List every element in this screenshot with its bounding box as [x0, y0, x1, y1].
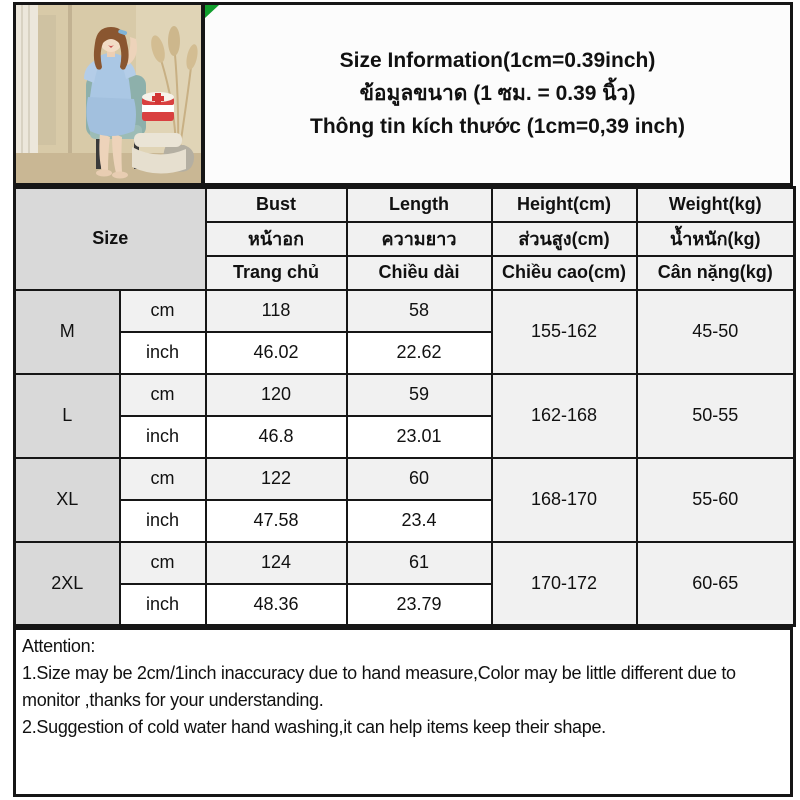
- cell-bust-cm: 124: [204, 540, 348, 585]
- cell-height: 168-170: [490, 456, 638, 543]
- cell-weight: 50-55: [635, 372, 796, 459]
- col-header-bust-th: หน้าอก: [204, 220, 348, 257]
- size-info-title-vi: Thông tin kích thước (1cm=0,39 inch): [310, 115, 685, 139]
- cell-length-inch: 23.79: [345, 582, 493, 627]
- product-photo-illustration: [16, 5, 201, 183]
- size-name-m: M: [13, 288, 121, 375]
- col-header-bust-vi: Trang chủ: [204, 254, 348, 291]
- cell-bust-inch: 47.58: [204, 498, 348, 543]
- unit-label-inch: inch: [118, 330, 207, 375]
- unit-label-inch: inch: [118, 582, 207, 627]
- col-header-weight-th: น้ำหนัก(kg): [635, 220, 796, 257]
- product-photo: [13, 2, 204, 186]
- unit-label-inch: inch: [118, 498, 207, 543]
- unit-label-cm: cm: [118, 540, 207, 585]
- unit-label-cm: cm: [118, 372, 207, 417]
- col-header-bust-en: Bust: [204, 186, 348, 223]
- col-header-length-en: Length: [345, 186, 493, 223]
- attention-note-1: 1.Size may be 2cm/1inch inaccuracy due t…: [22, 663, 736, 710]
- size-info-title-th: ข้อมูลขนาด (1 ซม. = 0.39 นิ้ว): [359, 81, 636, 105]
- cell-bust-cm: 122: [204, 456, 348, 501]
- cell-length-cm: 60: [345, 456, 493, 501]
- cell-height: 170-172: [490, 540, 638, 627]
- size-name-xl: XL: [13, 456, 121, 543]
- cell-length-inch: 23.4: [345, 498, 493, 543]
- col-header-height-en: Height(cm): [490, 186, 638, 223]
- attention-box: Attention: 1.Size may be 2cm/1inch inacc…: [13, 627, 793, 797]
- attention-note-2: 2.Suggestion of cold water hand washing,…: [22, 717, 606, 737]
- cell-length-inch: 23.01: [345, 414, 493, 459]
- cell-weight: 55-60: [635, 456, 796, 543]
- col-header-height-vi: Chiều cao(cm): [490, 254, 638, 291]
- unit-label-cm: cm: [118, 288, 207, 333]
- cell-bust-inch: 48.36: [204, 582, 348, 627]
- cell-bust-cm: 120: [204, 372, 348, 417]
- cell-length-cm: 58: [345, 288, 493, 333]
- col-header-height-th: ส่วนสูง(cm): [490, 220, 638, 257]
- col-header-length-vi: Chiều dài: [345, 254, 493, 291]
- size-info-title-en: Size Information(1cm=0.39inch): [339, 48, 656, 72]
- cell-height: 162-168: [490, 372, 638, 459]
- cell-length-inch: 22.62: [345, 330, 493, 375]
- size-header-cell: Size: [13, 186, 207, 291]
- size-name-l: L: [13, 372, 121, 459]
- unit-label-cm: cm: [118, 456, 207, 501]
- size-name-2xl: 2XL: [13, 540, 121, 627]
- col-header-length-th: ความยาว: [345, 220, 493, 257]
- attention-heading: Attention:: [22, 636, 96, 656]
- top-row: Size Information(1cm=0.39inch) ข้อมูลขนา…: [13, 2, 793, 186]
- unit-label-inch: inch: [118, 414, 207, 459]
- cell-weight: 60-65: [635, 540, 796, 627]
- size-info-header: Size Information(1cm=0.39inch) ข้อมูลขนา…: [201, 2, 793, 186]
- cell-height: 155-162: [490, 288, 638, 375]
- cell-length-cm: 59: [345, 372, 493, 417]
- cell-length-cm: 61: [345, 540, 493, 585]
- cell-bust-cm: 118: [204, 288, 348, 333]
- cell-bust-inch: 46.8: [204, 414, 348, 459]
- corner-fold-icon: [205, 5, 219, 18]
- cell-weight: 45-50: [635, 288, 796, 375]
- col-header-weight-vi: Cân nặng(kg): [635, 254, 796, 291]
- col-header-weight-en: Weight(kg): [635, 186, 796, 223]
- cell-bust-inch: 46.02: [204, 330, 348, 375]
- size-table: Size Bust Length Height(cm) Weight(kg) ห…: [13, 186, 796, 627]
